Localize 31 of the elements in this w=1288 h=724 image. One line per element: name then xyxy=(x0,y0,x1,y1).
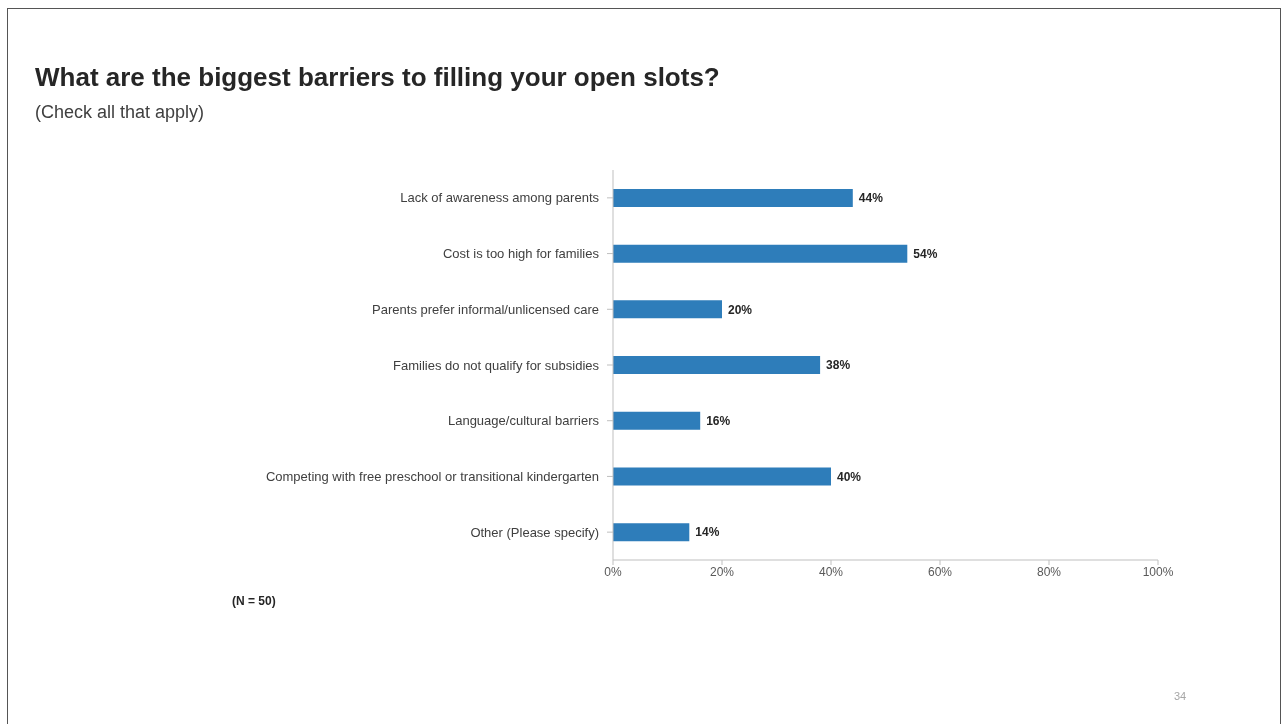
data-label: 40% xyxy=(837,469,862,484)
y-tick-label: Other (Please specify) xyxy=(470,524,599,540)
data-label: 44% xyxy=(858,191,884,206)
data-label: 14% xyxy=(695,525,720,540)
text: 34 xyxy=(1174,690,1187,702)
y-tick-label: Competing with free preschool or transitional kindergarten xyxy=(265,469,599,485)
bar xyxy=(613,356,821,375)
text: (Check all that apply) xyxy=(35,102,205,123)
x-tick-label: 60% xyxy=(927,564,953,579)
bar xyxy=(613,244,908,263)
x-tick-label: 20% xyxy=(709,564,735,579)
x-tick-label: 0% xyxy=(604,564,622,579)
y-tick-label: Families do not qualify for subsidies xyxy=(393,357,600,373)
text: What are the biggest barriers to filling your open slots? xyxy=(35,62,720,93)
bar xyxy=(613,300,722,319)
bar xyxy=(613,467,831,486)
y-tick-label: Parents prefer informal/unlicensed care xyxy=(372,301,599,317)
data-label: 54% xyxy=(913,246,938,261)
bar xyxy=(613,523,690,542)
x-tick-label: 80% xyxy=(1036,564,1062,579)
y-tick-label: Cost is too high for families xyxy=(442,246,600,262)
data-label: 38% xyxy=(826,358,851,373)
text: (N = 50) xyxy=(232,594,276,608)
bar xyxy=(613,188,853,207)
x-tick-label: 100% xyxy=(1142,564,1174,579)
bar xyxy=(613,411,701,430)
x-tick-label: 40% xyxy=(818,564,844,579)
data-label: 20% xyxy=(728,302,753,317)
data-label: 16% xyxy=(706,414,731,429)
y-tick-label: Lack of awareness among parents xyxy=(400,190,600,206)
y-tick-label: Language/cultural barriers xyxy=(447,413,600,429)
